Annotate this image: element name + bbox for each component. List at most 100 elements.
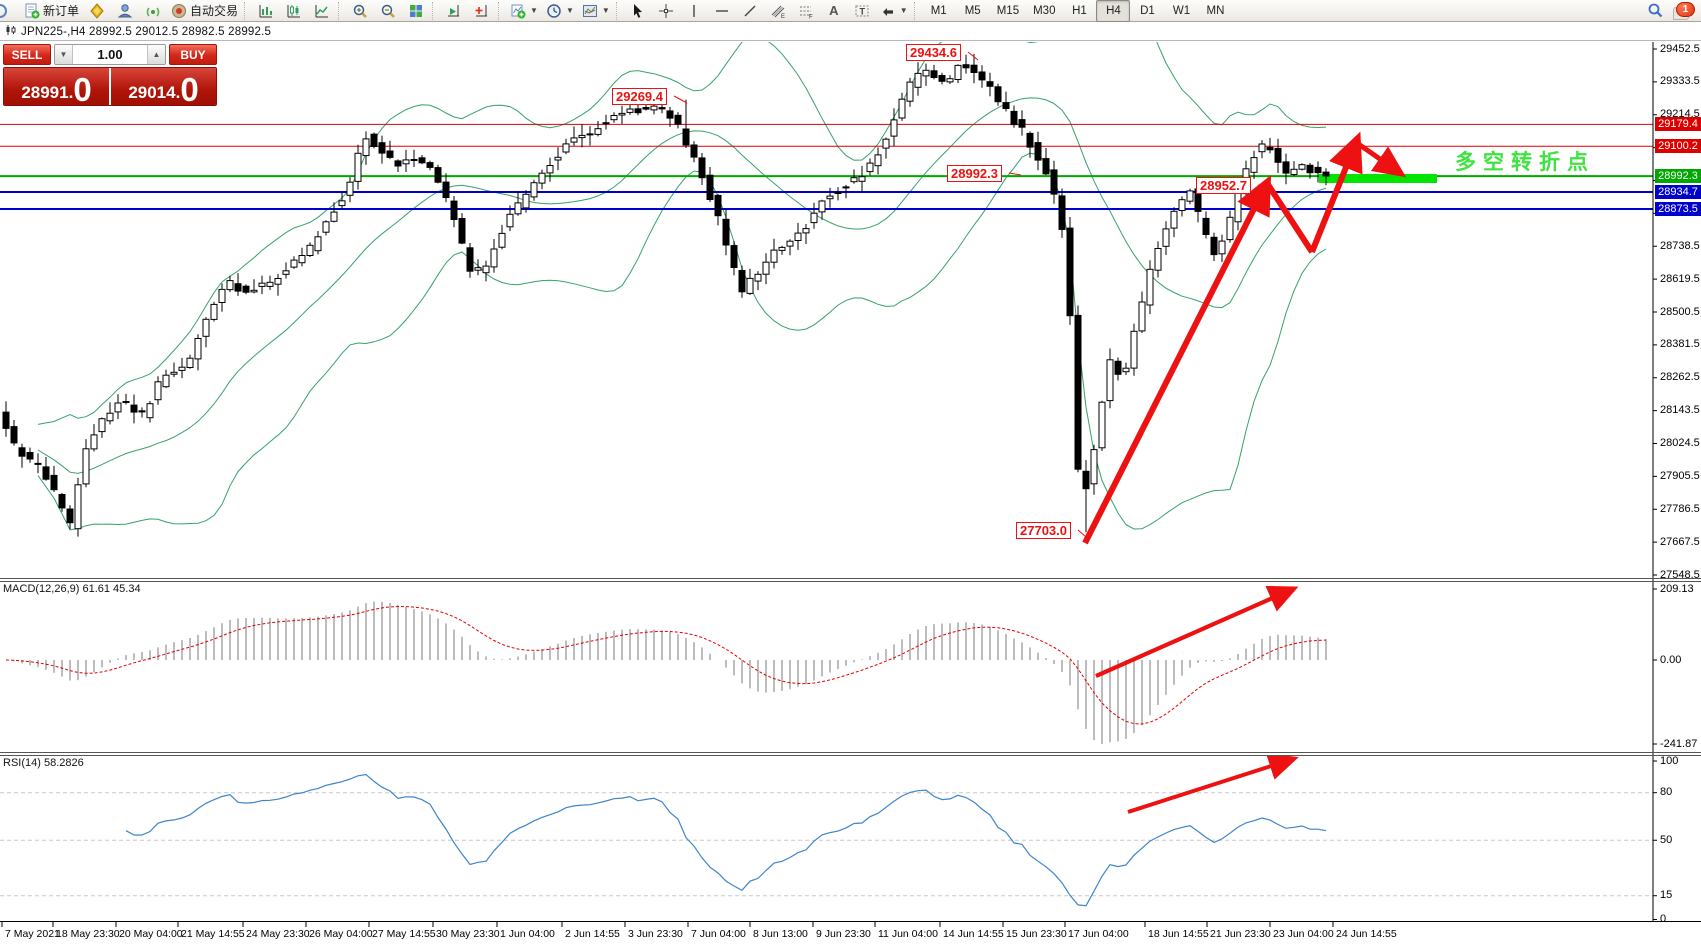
trendline-tool[interactable] xyxy=(736,0,764,22)
text-label-tool[interactable]: T xyxy=(848,0,876,22)
rsi-axis-tick: 15 xyxy=(1660,889,1673,902)
volume-decrease-button[interactable]: ▼ xyxy=(55,45,73,64)
notification-button[interactable]: 1 xyxy=(1673,1,1695,20)
price-axis-tick: 28143.5 xyxy=(1660,404,1700,417)
time-axis-tick: 1 Jun 04:00 xyxy=(500,928,555,940)
price-level-tag: 28992.3 xyxy=(1655,169,1701,184)
chart-title-bar: JPN225-,H4 28992.5 29012.5 28982.5 28992… xyxy=(0,23,1701,41)
timeframe-button-m15[interactable]: M15 xyxy=(996,4,1020,17)
toolbar-separator xyxy=(432,1,438,20)
time-axis-tick: 14 Jun 14:55 xyxy=(943,928,1004,940)
volume-increase-button[interactable]: ▲ xyxy=(147,45,165,64)
price-axis-tick: 27786.5 xyxy=(1660,502,1700,515)
price-callout-label[interactable]: 29269.4 xyxy=(612,88,667,105)
toolbar-separator xyxy=(338,1,344,20)
rsi-axis-tick: 80 xyxy=(1660,786,1673,799)
rsi-axis-tick: 50 xyxy=(1660,833,1673,846)
timeframe-button-d1[interactable]: D1 xyxy=(1140,4,1155,17)
candlesticks xyxy=(2,53,1330,537)
vertical-line-tool[interactable] xyxy=(680,0,708,22)
crosshair-tool[interactable] xyxy=(652,0,680,22)
price-axis-tick: 28024.5 xyxy=(1660,437,1700,449)
timeframe-button-h1[interactable]: H1 xyxy=(1072,4,1087,17)
toolbar-separator xyxy=(244,1,250,20)
time-axis-tick: 9 Jun 23:30 xyxy=(816,928,871,940)
notification-badge: 1 xyxy=(1676,1,1695,17)
autotrade-button[interactable]: 自动交易 xyxy=(167,0,242,22)
time-axis-tick: 3 Jun 23:30 xyxy=(628,928,683,940)
zoom-in-icon[interactable] xyxy=(346,0,374,22)
toolbar-separator xyxy=(913,1,920,20)
search-icon[interactable] xyxy=(1641,0,1669,22)
turning-point-annotation[interactable]: 多空转折点 xyxy=(1455,151,1595,174)
line-chart-type-icon[interactable] xyxy=(308,0,336,22)
price-axis-tick: 29214.5 xyxy=(1660,108,1700,121)
chart-shift-icon[interactable] xyxy=(440,0,468,22)
autotrade-label: 自动交易 xyxy=(190,4,239,18)
horizontal-line-tool[interactable] xyxy=(708,0,736,22)
chart-autoscroll-icon[interactable] xyxy=(468,0,496,22)
timeframe-button-mn[interactable]: MN xyxy=(1206,4,1225,17)
macd-axis-tick: 0.00 xyxy=(1660,653,1682,666)
new-order-icon xyxy=(24,3,40,19)
volume-stepper: ▼ ▲ xyxy=(54,44,166,65)
equidistant-channel-tool[interactable]: E xyxy=(764,0,792,22)
add-indicator-button[interactable]: ▼ xyxy=(506,0,542,22)
macd-axis-tick: -241.87 xyxy=(1660,737,1698,750)
timeframe-button-m30[interactable]: M30 xyxy=(1033,4,1056,17)
time-axis-tick: 21 Jun 23:30 xyxy=(1210,928,1271,940)
timeframe-button-m1[interactable]: M1 xyxy=(930,4,947,17)
autotrade-icon xyxy=(171,3,187,19)
toolbar-separator xyxy=(498,1,504,20)
price-callout-label[interactable]: 29434.6 xyxy=(906,44,961,61)
text-tool[interactable]: A xyxy=(829,3,839,18)
sell-button[interactable]: SELL xyxy=(3,44,51,65)
toolbar-separator xyxy=(615,1,622,20)
volume-input[interactable] xyxy=(73,45,147,64)
macd-axis-tick: 209.13 xyxy=(1660,582,1694,595)
price-axis-tick: 27667.5 xyxy=(1660,535,1700,548)
cursor-tool[interactable] xyxy=(624,0,652,22)
template-menu-button[interactable]: ▼ xyxy=(578,0,614,22)
chart-title: JPN225-,H4 28992.5 29012.5 28982.5 28992… xyxy=(21,25,272,38)
zoom-out-icon[interactable] xyxy=(374,0,402,22)
market-watch-icon[interactable] xyxy=(83,0,111,22)
profile-icon[interactable] xyxy=(111,0,139,22)
price-callout-label[interactable]: 27703.0 xyxy=(1016,522,1071,539)
green-highlight-bar xyxy=(1319,174,1437,183)
signal-icon[interactable] xyxy=(139,0,167,22)
one-click-trading-panel: SELL ▼ ▲ BUY 28991. 0 29014. 0 xyxy=(3,44,217,106)
time-axis-tick: 8 Jun 13:00 xyxy=(753,928,808,940)
time-axis-tick: 20 May 04:00 xyxy=(119,928,183,940)
rsi-axis-tick: 100 xyxy=(1660,754,1679,767)
trend-arrows xyxy=(673,51,1407,545)
candlestick-chart-type-icon[interactable] xyxy=(280,0,308,22)
price-axis-tick: 28381.5 xyxy=(1660,338,1700,351)
tile-windows-icon[interactable] xyxy=(402,0,430,22)
timeframe-menu-button[interactable]: ▼ xyxy=(542,0,578,22)
chevron-down-icon: ▼ xyxy=(899,6,908,15)
time-axis-tick: 24 May 23:30 xyxy=(246,928,310,940)
bar-chart-type-icon[interactable] xyxy=(252,0,280,22)
svg-text:E: E xyxy=(781,14,785,19)
new-order-button[interactable]: 新订单 xyxy=(20,0,83,22)
sell-price-display[interactable]: 28991. 0 xyxy=(4,68,111,105)
time-axis-tick: 18 May 23:30 xyxy=(56,928,120,940)
time-axis-tick: 23 Jun 04:00 xyxy=(1273,928,1334,940)
price-callout-label[interactable]: 28952.7 xyxy=(1196,177,1251,194)
buy-button[interactable]: BUY xyxy=(169,44,217,65)
fibonacci-tool[interactable]: F xyxy=(792,0,820,22)
price-callout-label[interactable]: 28992.3 xyxy=(947,165,1002,182)
time-axis-tick: 18 Jun 14:55 xyxy=(1148,928,1209,940)
buy-price-display[interactable]: 29014. 0 xyxy=(111,68,216,105)
timeframe-button-m5[interactable]: M5 xyxy=(964,4,981,17)
chart-frame xyxy=(0,42,1701,927)
arrows-tool-button[interactable]: ▼ xyxy=(876,0,912,22)
price-axis-tick: 28738.5 xyxy=(1660,239,1700,252)
price-axis-tick: 28500.5 xyxy=(1660,305,1700,318)
timeframe-button-w1[interactable]: W1 xyxy=(1172,4,1191,17)
time-axis-tick: 2 Jun 14:55 xyxy=(565,928,620,940)
timeframe-button-h4[interactable]: H4 xyxy=(1096,0,1131,22)
sell-price-big-digit: 0 xyxy=(73,71,92,106)
